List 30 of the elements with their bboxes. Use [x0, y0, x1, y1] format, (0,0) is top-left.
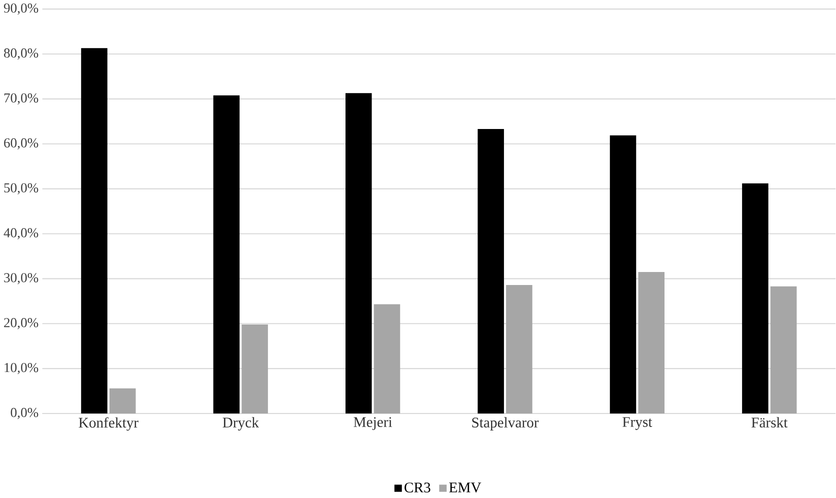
y-tick-label: 20,0%: [4, 318, 38, 330]
bar: [478, 129, 504, 414]
x-tick-label: Konfektyr: [78, 417, 138, 431]
x-tick-label: Mejeri: [354, 417, 392, 430]
bar: [506, 284, 532, 414]
bar: [213, 95, 240, 414]
bar: [109, 388, 136, 414]
x-tick-label: Färskt: [752, 417, 788, 428]
y-tick-label: 90,0%: [4, 3, 38, 15]
y-tick-label: 40,0%: [4, 228, 38, 240]
y-tick-label: 50,0%: [4, 183, 38, 194]
bar: [81, 48, 108, 414]
x-tick-label: Dryck: [222, 417, 259, 430]
bar: [742, 183, 768, 414]
y-tick-label: 10,0%: [4, 362, 38, 374]
y-tick-label: 30,0%: [4, 273, 38, 284]
legend-label: EMV: [449, 482, 482, 492]
bar: [374, 304, 400, 414]
legend-label: CR3: [404, 482, 430, 492]
bar: [638, 272, 665, 414]
x-tick-label: Stapelvaror: [472, 417, 539, 430]
bar: [242, 324, 268, 414]
bar: [770, 286, 797, 414]
y-tick-label: 70,0%: [4, 93, 38, 104]
x-tick-label: Fryst: [622, 417, 652, 430]
y-tick-label: 0,0%: [10, 408, 38, 420]
bar: [610, 135, 636, 414]
bar: [346, 93, 372, 414]
y-tick-label: 80,0%: [4, 48, 38, 60]
y-tick-label: 60,0%: [4, 138, 38, 150]
